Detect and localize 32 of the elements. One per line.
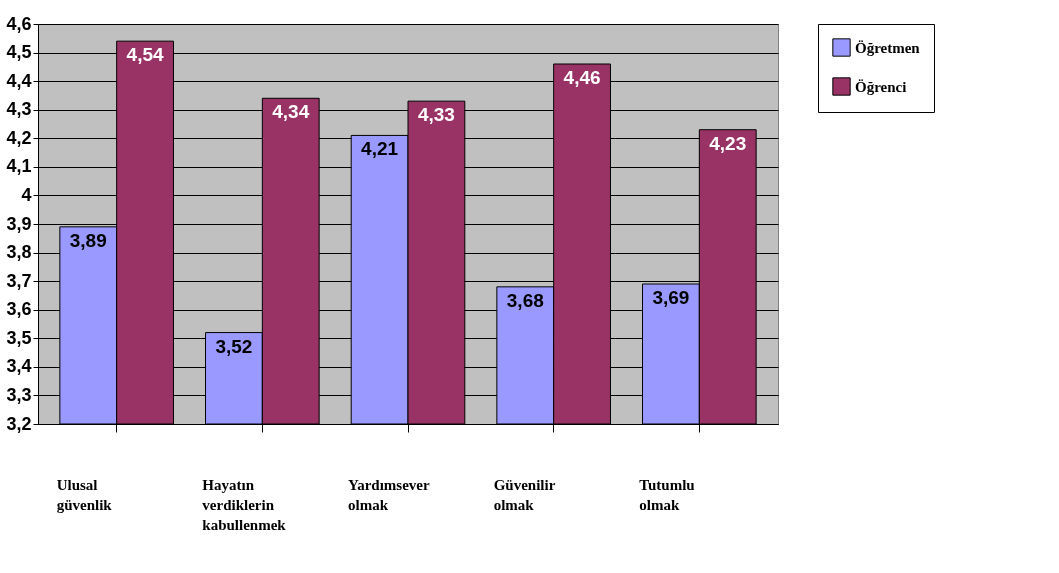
y-tick-label: 4,6 [6, 13, 32, 34]
y-tick-label: 3,8 [6, 242, 32, 263]
y-tick-label: 3,9 [6, 213, 32, 234]
data-label: 4,54 [126, 44, 164, 66]
x-tick-label: Güvenilir olmak [493, 476, 556, 513]
data-label: 4,34 [272, 101, 310, 123]
y-tick-label: 3,4 [6, 356, 32, 377]
data-label: 4,33 [417, 104, 455, 126]
legend-label: Öğretmen [855, 39, 921, 56]
y-tick-label: 4,5 [6, 42, 32, 63]
data-label: 3,52 [215, 335, 253, 357]
x-tick-label: Ulusal güvenlik [56, 476, 113, 513]
data-label: 4,46 [563, 67, 601, 88]
data-label: 3,68 [506, 289, 544, 311]
y-tick-label: 3,2 [6, 413, 32, 434]
y-tick-label: 4 [21, 184, 32, 205]
y-tick-label: 4,1 [6, 156, 32, 177]
data-label: 4,21 [361, 138, 399, 160]
data-label: 4,23 [709, 132, 747, 154]
y-tick-label: 3,7 [6, 270, 32, 291]
y-tick-label: 3,3 [6, 384, 32, 405]
y-tick-label: 3,6 [6, 299, 32, 320]
y-tick-label: 4,4 [6, 70, 32, 91]
y-tick-label: 4,3 [6, 99, 32, 120]
x-tick-label: Hayatın verdiklerin kabullenmek [202, 476, 287, 533]
x-tick-label: Tutumlu olmak [639, 476, 695, 513]
data-label: 3,69 [652, 287, 690, 308]
y-tick-label: 4,2 [6, 127, 32, 148]
legend-label: Öğrenci [855, 78, 907, 95]
data-label: 3,89 [69, 229, 107, 251]
x-tick-label: Yardımsever olmak [348, 476, 430, 513]
y-tick-label: 3,5 [6, 327, 32, 348]
